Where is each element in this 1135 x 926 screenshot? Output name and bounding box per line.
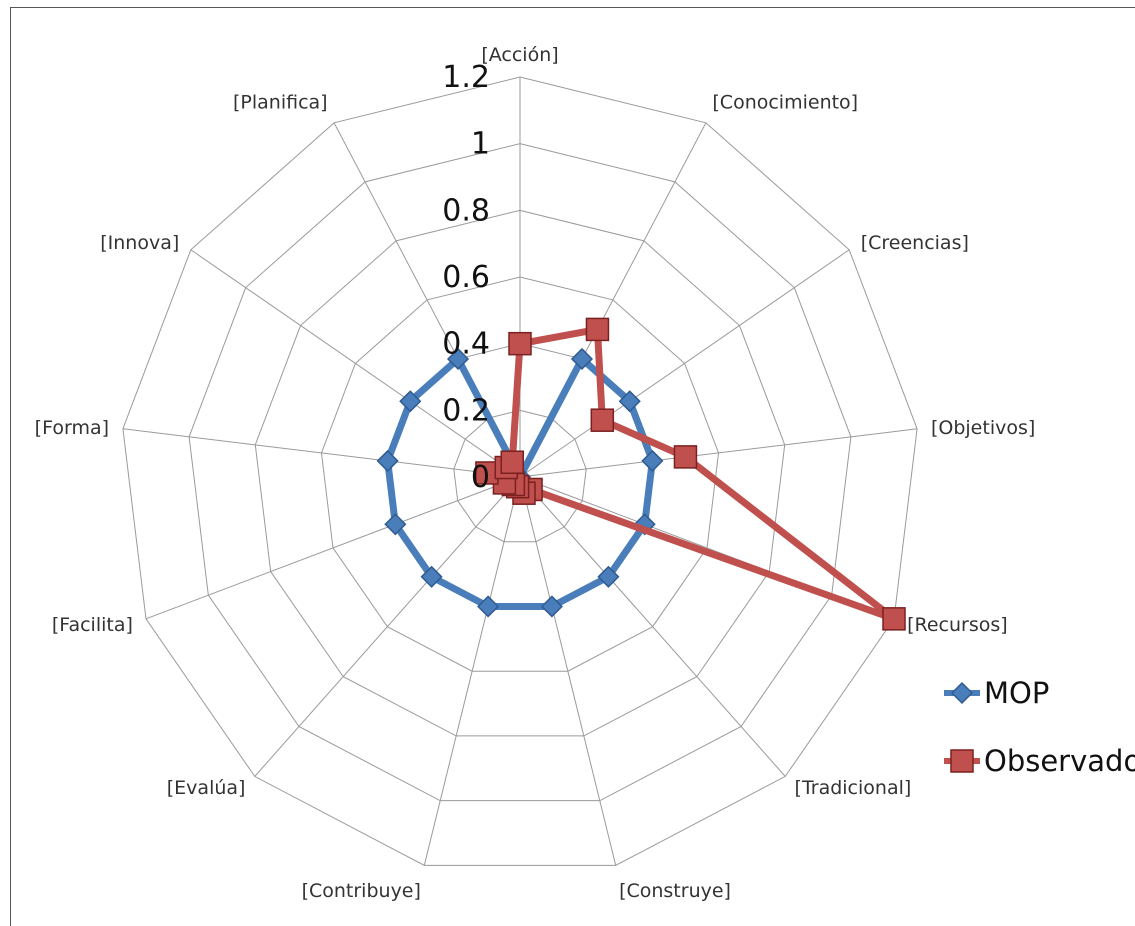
data-point <box>585 317 610 342</box>
data-point <box>508 331 532 356</box>
category-label: [Contribuye] <box>302 880 421 902</box>
series-line <box>384 355 656 610</box>
legend-marker <box>950 749 974 773</box>
category-label: [Facilita] <box>52 614 133 636</box>
grid-spoke <box>190 249 521 478</box>
tick-labels: 0 0.2 0.4 0.6 0.8 1 1.2 <box>442 60 490 495</box>
data-point <box>570 347 594 370</box>
grid-spoke <box>122 428 521 478</box>
tick-label: 0 <box>471 460 490 495</box>
legend-label: Observado <box>984 744 1135 778</box>
series-line <box>483 325 898 623</box>
category-label: [Evalúa] <box>167 777 246 799</box>
chart-frame <box>10 7 1135 926</box>
data-point <box>673 445 698 469</box>
grid-ring <box>122 76 918 866</box>
data-point <box>618 390 641 413</box>
category-label: [Recursos] <box>907 614 1008 636</box>
tick-label: 0.8 <box>442 193 490 228</box>
category-label: [Forma] <box>35 417 109 439</box>
category-label: [Innova] <box>100 232 179 254</box>
grid-ring <box>453 409 587 543</box>
grid-ring <box>254 209 786 737</box>
tick-label: 1 <box>471 127 490 162</box>
tick-label: 0.4 <box>442 327 490 362</box>
category-label: [Conocimiento] <box>712 91 858 113</box>
grid-spoke <box>519 476 786 777</box>
tick-label: 0.6 <box>442 260 490 295</box>
grid-spoke <box>254 476 521 777</box>
grid-spoke <box>423 476 521 866</box>
tick-label: 0.2 <box>442 393 490 428</box>
data-point <box>882 607 906 631</box>
grid-ring <box>188 143 852 802</box>
category-labels: [Acción] [Conocimiento] [Creencias] [Objeti… <box>35 44 1036 902</box>
category-label: [Acción] <box>481 44 558 66</box>
category-label: [Objetivos] <box>931 417 1035 439</box>
tick-label: 1.2 <box>442 60 490 95</box>
legend-item-mop: MOP <box>944 676 1049 710</box>
radar-grid <box>122 76 918 866</box>
data-point <box>500 450 525 474</box>
data-point <box>641 449 664 472</box>
grid-spoke <box>519 476 617 866</box>
category-label: [Creencias] <box>861 232 969 254</box>
series-observado <box>475 317 906 631</box>
legend-marker <box>950 681 974 705</box>
data-point <box>399 390 422 413</box>
data-point <box>376 449 399 472</box>
grid-spoke <box>519 428 918 478</box>
data-point <box>420 565 443 588</box>
legend-item-observado: Observado <box>944 744 1135 778</box>
data-point <box>446 347 470 370</box>
series-layer <box>376 317 906 631</box>
legend-label: MOP <box>984 676 1049 710</box>
legend: MOP Observado <box>944 676 1135 778</box>
category-label: [Construye] <box>619 880 731 902</box>
data-point <box>477 595 500 618</box>
grid-spoke <box>145 476 521 620</box>
grid-spoke <box>519 249 850 478</box>
category-label: [Planifica] <box>233 91 328 113</box>
data-point <box>590 408 615 432</box>
category-label: [Tradicional] <box>795 777 912 799</box>
data-point <box>384 513 407 536</box>
data-point <box>540 595 563 618</box>
grid-ring <box>320 276 720 672</box>
data-point <box>597 565 620 588</box>
